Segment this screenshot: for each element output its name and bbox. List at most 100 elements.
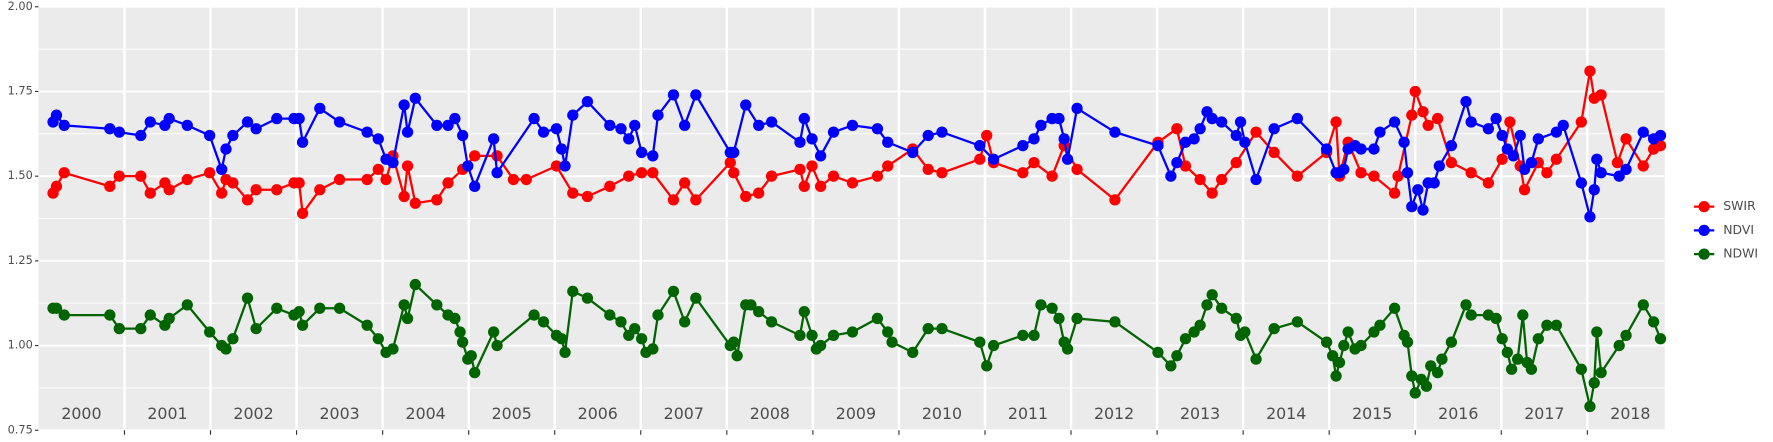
data-point xyxy=(1061,153,1074,165)
data-point xyxy=(1061,343,1074,355)
data-point xyxy=(798,306,810,318)
data-point xyxy=(1053,312,1065,325)
data-point xyxy=(728,167,740,179)
data-point xyxy=(629,119,641,131)
data-point xyxy=(559,160,571,172)
data-point xyxy=(1368,170,1380,182)
data-point xyxy=(372,333,384,345)
data-point xyxy=(1109,126,1121,138)
data-point xyxy=(144,309,156,321)
data-point xyxy=(1613,339,1625,352)
data-point xyxy=(1355,143,1367,155)
data-point xyxy=(728,146,740,159)
data-point xyxy=(907,346,919,358)
data-point xyxy=(728,336,740,348)
data-point xyxy=(271,184,283,196)
data-point xyxy=(567,109,579,121)
data-point xyxy=(846,326,859,338)
data-point xyxy=(1409,387,1421,399)
data-point xyxy=(1333,356,1346,369)
data-point xyxy=(1268,146,1280,159)
data-point xyxy=(454,326,466,338)
data-point xyxy=(271,112,283,125)
data-point xyxy=(559,346,571,358)
data-point xyxy=(431,299,443,311)
year-label: 2017 xyxy=(1524,404,1564,423)
data-point xyxy=(1028,156,1040,169)
data-point xyxy=(333,302,346,314)
year-label: 2002 xyxy=(233,404,273,423)
data-point xyxy=(745,299,757,311)
data-point xyxy=(469,367,481,379)
data-point xyxy=(1194,173,1206,186)
data-point xyxy=(1179,333,1192,345)
data-point xyxy=(1392,170,1404,182)
data-point xyxy=(507,173,520,186)
data-point xyxy=(1406,109,1418,121)
data-point xyxy=(387,156,399,169)
data-point xyxy=(753,187,765,199)
data-point xyxy=(1206,187,1218,199)
data-point xyxy=(1250,126,1262,138)
data-point xyxy=(667,194,680,206)
data-point xyxy=(1179,160,1192,172)
data-point xyxy=(465,350,477,362)
data-point xyxy=(216,187,228,199)
data-point xyxy=(227,129,239,142)
data-point xyxy=(765,116,778,128)
data-point xyxy=(1422,119,1434,131)
data-point xyxy=(296,136,309,148)
data-point xyxy=(814,150,827,162)
data-point xyxy=(1406,201,1418,213)
data-point xyxy=(652,109,664,121)
data-point xyxy=(1401,336,1414,348)
y-tick-label: 2.00 xyxy=(8,0,33,13)
data-point xyxy=(1620,133,1632,145)
data-point xyxy=(1575,177,1587,189)
data-point xyxy=(981,360,993,372)
data-point xyxy=(1654,129,1667,142)
data-point xyxy=(1330,370,1342,382)
data-point xyxy=(1431,112,1444,125)
data-point xyxy=(361,319,373,331)
data-point xyxy=(1215,302,1228,314)
data-point xyxy=(1584,400,1596,413)
year-label: 2018 xyxy=(1610,404,1650,423)
data-point xyxy=(58,309,70,321)
data-point xyxy=(409,92,421,104)
data-point xyxy=(922,163,934,176)
data-point xyxy=(1591,326,1603,338)
data-point xyxy=(293,177,305,189)
data-point xyxy=(1620,163,1632,176)
data-point xyxy=(220,143,232,155)
data-point xyxy=(794,329,806,342)
data-point xyxy=(1550,319,1563,331)
data-point xyxy=(794,136,806,148)
data-point xyxy=(361,126,373,138)
data-point xyxy=(241,116,254,128)
data-point xyxy=(457,336,469,348)
data-point xyxy=(1165,360,1177,372)
data-point xyxy=(398,99,410,111)
data-point xyxy=(163,112,175,125)
year-label: 2012 xyxy=(1094,404,1134,423)
year-label: 2015 xyxy=(1352,404,1392,423)
data-point xyxy=(882,136,894,148)
data-point xyxy=(528,112,540,125)
data-point xyxy=(241,292,254,304)
data-point xyxy=(798,112,810,125)
data-point xyxy=(1355,167,1367,179)
data-point xyxy=(827,170,840,182)
data-point xyxy=(216,163,228,176)
data-point xyxy=(987,339,1000,352)
data-point xyxy=(1482,177,1495,189)
data-point xyxy=(333,173,346,186)
data-point xyxy=(220,343,232,355)
data-point xyxy=(1250,353,1262,365)
data-point xyxy=(293,306,305,318)
data-point xyxy=(623,170,635,182)
data-point xyxy=(1518,184,1531,196)
data-point xyxy=(135,322,147,335)
data-point xyxy=(1575,116,1587,128)
data-point xyxy=(1291,316,1304,328)
